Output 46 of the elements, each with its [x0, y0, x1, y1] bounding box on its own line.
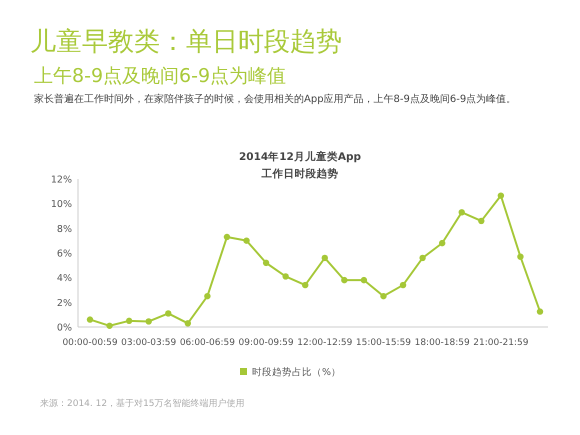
- point: [243, 237, 250, 244]
- x-tick-label: 21:00-21:59: [473, 338, 529, 348]
- y-tick-label: 0%: [56, 322, 72, 334]
- point: [517, 254, 524, 260]
- point: [400, 282, 406, 288]
- y-tick-label: 8%: [56, 224, 72, 235]
- text: 2014年12月儿童类App: [239, 150, 362, 163]
- chart-title: 儿童早教类：单日时段趋势: [30, 27, 342, 57]
- x-tick-label: 09:00-09:59: [238, 338, 294, 348]
- point: [458, 209, 465, 216]
- x-tick-label: 12:00-12:59: [297, 338, 353, 348]
- point: [478, 218, 485, 224]
- point: [419, 254, 426, 262]
- point: [145, 318, 152, 325]
- point: [126, 318, 132, 324]
- point: [380, 292, 387, 300]
- chart-subtitle: 上午8-9点及晚间6-9点为峰值: [34, 65, 286, 87]
- point: [165, 310, 172, 317]
- text: 家长普遍在工作时间外，在家陪伴孩子的时候，会使用相关的App应用产品，上午8-9点及晚间6-9点为峰值。: [34, 93, 516, 105]
- y-tick-label: 2%: [56, 298, 72, 309]
- x-tick-label: 06:00-06:59: [180, 338, 236, 348]
- point: [224, 234, 230, 240]
- point: [184, 320, 192, 326]
- point: [302, 282, 308, 288]
- point: [322, 254, 328, 262]
- point: [282, 273, 289, 280]
- point: [360, 276, 368, 284]
- x-tick-label: 00:00-00:59: [62, 338, 118, 348]
- point: [262, 260, 270, 266]
- y-tick-label: 10%: [50, 199, 72, 210]
- y-tick-label: 12%: [50, 174, 72, 186]
- y-tick-label: 6%: [56, 248, 72, 260]
- y-tick-label: 4%: [56, 273, 72, 284]
- point: [536, 308, 544, 315]
- point: [438, 240, 446, 246]
- x-tick-label: 15:00-15:59: [356, 338, 412, 348]
- source-note: 来源：2014. 12，基于对15万名智能终端用户使用: [40, 398, 245, 409]
- x-tick-label: 18:00-18:59: [414, 338, 470, 348]
- x-tick-label: 03:00-03:59: [121, 338, 177, 348]
- point: [86, 316, 94, 323]
- legend-label: 时段趋势占比（%）: [252, 366, 342, 378]
- point: [498, 192, 504, 199]
- point: [204, 292, 211, 300]
- point: [106, 322, 113, 329]
- point: [341, 276, 348, 284]
- annotation: 工作日时段趋势: [260, 167, 338, 180]
